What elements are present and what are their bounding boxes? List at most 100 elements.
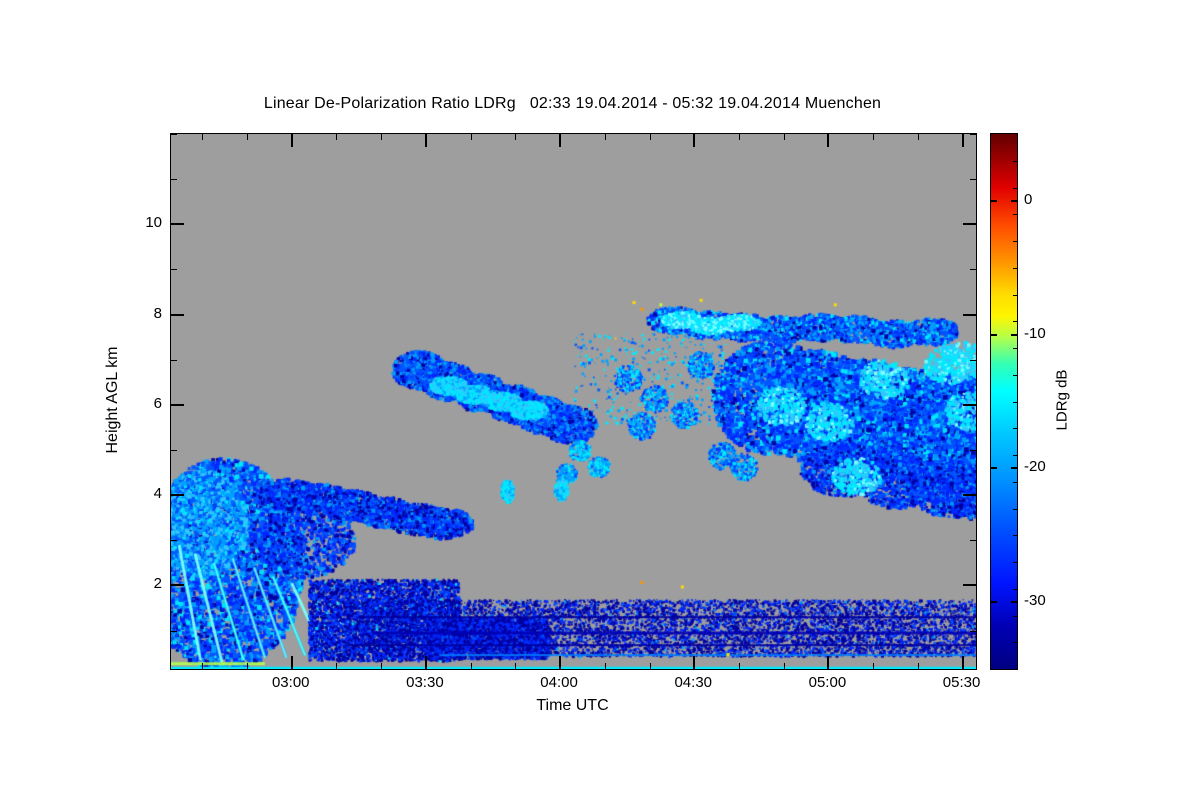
x-minor-tick: [202, 663, 204, 669]
colorbar-minor-tick: [1013, 642, 1017, 644]
x-minor-tick: [381, 663, 383, 669]
x-major-tick: [290, 656, 293, 669]
y-minor-tick: [171, 134, 177, 135]
colorbar-minor-tick: [1013, 562, 1017, 563]
colorbar-major-tick: [991, 467, 997, 470]
x-minor-tick: [381, 134, 383, 140]
colorbar-minor-tick: [1013, 241, 1017, 242]
colorbar: [990, 133, 1018, 670]
y-minor-tick: [970, 179, 976, 181]
x-minor-tick: [247, 663, 249, 669]
x-minor-tick: [202, 134, 204, 140]
colorbar-major-tick: [991, 601, 997, 604]
y-tick-label: 6: [153, 394, 162, 412]
colorbar-minor-tick: [1013, 455, 1017, 456]
x-minor-tick: [247, 134, 249, 140]
colorbar-tick-label: -20: [1024, 458, 1046, 476]
colorbar-minor-tick: [1013, 187, 1017, 189]
colorbar-minor-tick: [1013, 214, 1017, 216]
x-minor-tick: [917, 663, 919, 669]
y-minor-tick: [171, 630, 177, 632]
heatmap-canvas: [171, 134, 976, 669]
y-minor-tick: [171, 540, 177, 542]
colorbar-axis-label: LDRg dB: [1053, 369, 1071, 431]
x-minor-tick: [873, 134, 875, 140]
colorbar-major-tick: [1011, 333, 1017, 336]
x-minor-tick: [604, 663, 606, 669]
y-minor-tick: [970, 630, 976, 632]
colorbar-major-tick: [1011, 467, 1017, 470]
y-minor-tick: [171, 179, 177, 181]
y-minor-tick: [970, 359, 976, 361]
y-minor-tick: [171, 269, 177, 271]
x-major-tick: [961, 134, 964, 147]
x-tick-label: 05:30: [942, 674, 981, 691]
y-minor-tick: [970, 134, 976, 135]
x-major-tick: [424, 134, 427, 147]
y-major-tick: [963, 584, 976, 587]
x-minor-tick: [336, 134, 338, 140]
chart-title: Linear De-Polarization Ratio LDRg 02:33 …: [263, 95, 882, 112]
plot-area: [170, 133, 977, 670]
x-minor-tick: [604, 134, 606, 140]
x-minor-tick: [917, 134, 919, 140]
y-tick-label: 4: [153, 485, 162, 503]
x-minor-tick: [336, 663, 338, 669]
y-minor-tick: [171, 450, 177, 452]
x-minor-tick: [783, 663, 785, 669]
x-minor-tick: [515, 134, 517, 140]
x-major-tick: [559, 134, 562, 147]
x-minor-tick: [470, 134, 472, 140]
colorbar-minor-tick: [1013, 401, 1017, 403]
y-minor-tick: [970, 540, 976, 542]
colorbar-minor-tick: [1013, 508, 1017, 510]
colorbar-minor-tick: [1013, 615, 1017, 617]
y-minor-tick: [970, 269, 976, 271]
y-major-tick: [171, 223, 184, 226]
x-minor-tick: [470, 663, 472, 669]
x-minor-tick: [783, 134, 785, 140]
colorbar-tick-label: -10: [1024, 324, 1046, 342]
x-major-tick: [559, 656, 562, 669]
x-minor-tick: [738, 663, 740, 669]
x-major-tick: [693, 656, 696, 669]
colorbar-major-tick: [991, 199, 997, 202]
y-tick-label: 2: [153, 575, 162, 593]
x-axis-label: Time UTC: [536, 697, 609, 714]
x-major-tick: [827, 656, 830, 669]
y-tick-label: 10: [145, 214, 162, 232]
y-major-tick: [963, 403, 976, 406]
x-major-tick: [424, 656, 427, 669]
colorbar-tick-label: 0: [1024, 190, 1033, 208]
y-minor-tick: [171, 359, 177, 361]
colorbar-minor-tick: [1013, 160, 1017, 162]
y-major-tick: [171, 313, 184, 316]
x-minor-tick: [649, 663, 651, 669]
colorbar-major-tick: [991, 333, 997, 336]
x-tick-label: 04:00: [540, 674, 578, 691]
x-minor-tick: [873, 663, 875, 669]
colorbar-minor-tick: [1013, 294, 1017, 296]
y-major-tick: [963, 223, 976, 226]
x-tick-label: 05:00: [808, 674, 847, 691]
y-major-tick: [171, 584, 184, 587]
colorbar-major-tick: [1011, 601, 1017, 604]
y-major-tick: [963, 494, 976, 497]
colorbar-minor-tick: [1013, 588, 1017, 590]
x-tick-label: 03:30: [406, 674, 444, 691]
y-tick-label: 8: [153, 304, 162, 322]
colorbar-minor-tick: [1013, 267, 1017, 269]
y-major-tick: [171, 494, 184, 497]
colorbar-minor-tick: [1013, 348, 1017, 349]
colorbar-minor-tick: [1013, 481, 1017, 483]
colorbar-minor-tick: [1013, 321, 1017, 323]
x-major-tick: [827, 134, 830, 147]
x-minor-tick: [738, 134, 740, 140]
x-minor-tick: [515, 663, 517, 669]
colorbar-tick-label: -30: [1024, 592, 1046, 610]
y-major-tick: [963, 313, 976, 316]
x-tick-label: 04:30: [674, 674, 713, 691]
y-minor-tick: [970, 450, 976, 452]
x-major-tick: [961, 656, 964, 669]
